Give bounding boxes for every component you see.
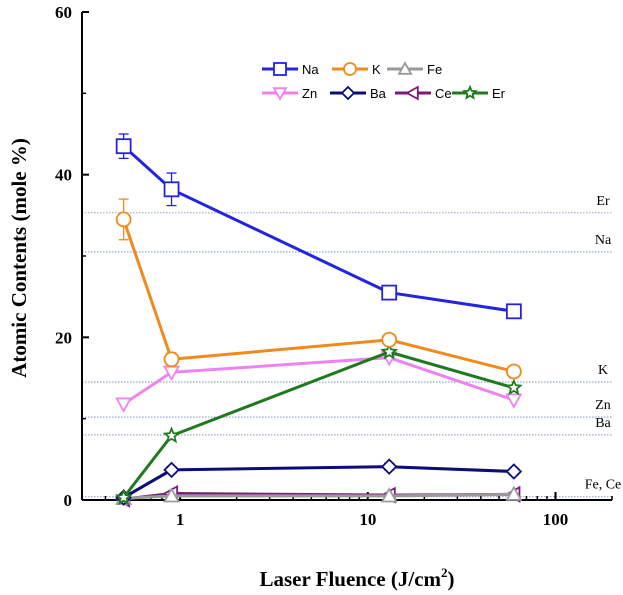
- reference-label: Ba: [595, 416, 611, 431]
- legend-item-fe: Fe: [387, 61, 442, 77]
- legend-item-k: K: [332, 62, 381, 77]
- y-tick-label: 0: [64, 491, 73, 510]
- legend-label: Er: [492, 86, 506, 101]
- series-line: [122, 218, 515, 373]
- series-line: [123, 492, 514, 500]
- series-k: [115, 198, 522, 380]
- reference-label: Na: [595, 233, 612, 248]
- marker-triangle-up: [163, 487, 181, 503]
- marker-star: [380, 342, 399, 360]
- y-tick-label: 40: [55, 166, 72, 185]
- axes: 0 20 40 60 1 10 100: [55, 3, 613, 529]
- x-axis-title: Laser Fluence (J/cm2): [259, 565, 454, 591]
- marker-diamond: [380, 458, 398, 475]
- legend: Na K Fe Zn Ba Ce Er: [262, 61, 506, 101]
- legend-label: Zn: [302, 86, 317, 101]
- marker-triangle-up: [505, 485, 523, 501]
- marker-circle: [343, 62, 357, 76]
- legend-label: Fe: [427, 62, 442, 77]
- legend-label: Ba: [370, 86, 387, 101]
- series-na: [115, 133, 522, 320]
- marker-diamond: [340, 85, 356, 101]
- marker-diamond: [163, 461, 180, 479]
- marker-circle: [163, 351, 180, 368]
- legend-label: Ce: [435, 86, 452, 101]
- series-layer: [114, 133, 523, 508]
- legend-label: K: [372, 62, 381, 77]
- x-tick-label: 1: [176, 510, 185, 529]
- reference-label: Zn: [595, 398, 611, 413]
- marker-square: [505, 303, 522, 320]
- x-axis-title-main: Laser Fluence (J/cm: [259, 567, 441, 591]
- marker-square: [273, 62, 287, 76]
- marker-triangle-up: [380, 487, 398, 503]
- marker-star: [504, 378, 523, 396]
- series-line: [122, 465, 514, 499]
- legend-item-ba: Ba: [330, 85, 387, 101]
- marker-triangle-down: [272, 87, 288, 101]
- marker-square: [381, 284, 398, 301]
- marker-star: [162, 426, 181, 444]
- marker-square: [163, 181, 180, 198]
- marker-diamond: [505, 463, 523, 480]
- marker-triangle-down: [115, 397, 133, 413]
- legend-label: Na: [302, 62, 319, 77]
- marker-star: [462, 84, 478, 100]
- x-axis-title-sup: 2: [441, 565, 448, 580]
- series-line: [122, 350, 515, 499]
- marker-triangle-down: [505, 393, 523, 409]
- legend-item-er: Er: [452, 84, 506, 101]
- reference-label: Fe, Ce: [585, 478, 622, 493]
- y-tick-label: 60: [55, 3, 72, 22]
- marker-circle: [381, 331, 398, 348]
- reference-label: Er: [596, 194, 610, 209]
- reference-label: K: [598, 363, 608, 378]
- legend-item-ce: Ce: [395, 85, 452, 101]
- y-tick-label: 20: [55, 328, 72, 347]
- marker-circle: [115, 211, 132, 228]
- marker-triangle-left: [405, 85, 419, 101]
- x-axis-title-close: ): [448, 567, 455, 591]
- series-line: [122, 356, 515, 406]
- marker-square: [115, 138, 132, 155]
- marker-circle: [505, 363, 522, 380]
- series-line: [122, 145, 515, 313]
- series-er: [114, 342, 523, 506]
- x-tick-label: 10: [359, 510, 376, 529]
- reference-lines: Er Na K Zn Ba Fe, Ce: [82, 194, 622, 498]
- legend-item-zn: Zn: [262, 86, 317, 101]
- marker-star: [114, 488, 133, 506]
- marker-triangle-up: [397, 61, 413, 75]
- legend-item-na: Na: [262, 62, 319, 77]
- y-axis-title: Atomic Contents (mole %): [7, 138, 31, 378]
- x-tick-label: 100: [543, 510, 569, 529]
